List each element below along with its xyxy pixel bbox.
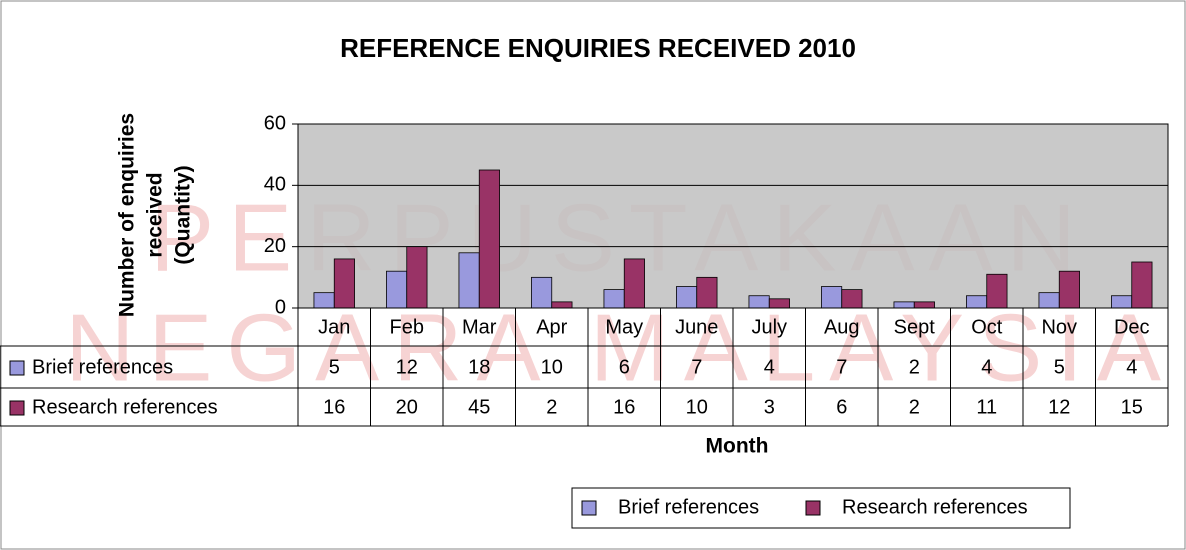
bar	[1131, 261, 1153, 309]
y-tick-label: 0	[275, 296, 286, 318]
table-row-label: Research references	[32, 396, 218, 418]
y-tick-label: 40	[264, 174, 286, 196]
bar	[841, 289, 863, 309]
table-cell: 7	[836, 356, 847, 378]
y-axis-title: Number of enquiries	[116, 113, 139, 317]
table-cell: 2	[909, 396, 920, 418]
table-cell: 2	[909, 356, 920, 378]
bar	[893, 301, 915, 309]
bar	[768, 298, 790, 309]
table-cell: 18	[468, 356, 490, 378]
x-tick-label: Jan	[318, 316, 350, 338]
bar	[386, 270, 408, 309]
table-cell: 20	[396, 396, 418, 418]
bar	[966, 295, 988, 309]
y-axis-title: received	[144, 172, 167, 257]
y-axis-title: (Quantity)	[172, 165, 195, 264]
bar	[1058, 270, 1080, 309]
x-tick-label: July	[751, 316, 787, 338]
x-tick-label: Aug	[824, 316, 860, 338]
chart-title: REFERENCE ENQUIRIES RECEIVED 2010	[340, 33, 856, 63]
table-cell: 3	[764, 396, 775, 418]
x-tick-label: Apr	[536, 316, 567, 338]
table-cell: 16	[323, 396, 345, 418]
legend-key	[581, 500, 597, 516]
x-tick-label: Oct	[971, 316, 1003, 338]
bar	[458, 252, 480, 309]
table-cell: 4	[1126, 356, 1137, 378]
table-cell: 2	[546, 396, 557, 418]
x-tick-label: Sept	[894, 316, 936, 338]
plot-area	[297, 123, 1169, 309]
legend-box	[571, 487, 1071, 529]
bar	[676, 286, 698, 309]
legend-label: Brief references	[618, 496, 759, 518]
table-cell: 6	[619, 356, 630, 378]
table-cell: 4	[764, 356, 775, 378]
bar	[1038, 292, 1060, 309]
bar	[531, 276, 553, 309]
bar	[986, 273, 1008, 309]
table-cell: 11	[976, 396, 997, 418]
table-cell: 7	[691, 356, 702, 378]
table-cell: 45	[468, 396, 490, 418]
table-cell: 15	[1121, 396, 1143, 418]
table-cell: 6	[836, 396, 847, 418]
bar	[551, 301, 573, 309]
bar	[748, 295, 770, 309]
bar	[333, 258, 355, 309]
x-tick-label: May	[605, 316, 643, 338]
bar	[696, 276, 718, 309]
y-tick-label: 20	[264, 235, 286, 257]
bar	[1111, 295, 1133, 309]
table-cell: 4	[981, 356, 992, 378]
bar	[478, 169, 500, 309]
y-tick-label: 60	[264, 112, 286, 134]
table-legend-key	[9, 360, 25, 376]
x-tick-label: Nov	[1041, 316, 1077, 338]
table-cell: 5	[329, 356, 340, 378]
x-axis-title: Month	[706, 435, 769, 458]
x-tick-label: Dec	[1114, 316, 1150, 338]
x-tick-label: June	[675, 316, 718, 338]
bar	[623, 258, 645, 309]
x-tick-label: Mar	[462, 316, 497, 338]
watermark: NEGARA MALAYSIA	[65, 294, 1175, 401]
table-cell: 16	[613, 396, 635, 418]
table-row-label: Brief references	[32, 356, 173, 378]
bar	[603, 289, 625, 309]
legend-label: Research references	[842, 496, 1028, 518]
legend-key	[805, 500, 821, 516]
table-cell: 10	[686, 396, 708, 418]
bar	[913, 301, 935, 309]
bar	[313, 292, 335, 309]
table-cell: 12	[1048, 396, 1070, 418]
table-cell: 5	[1054, 356, 1065, 378]
bar	[821, 286, 843, 309]
table-cell: 12	[396, 356, 418, 378]
bar	[406, 246, 428, 309]
x-tick-label: Feb	[390, 316, 424, 338]
table-cell: 10	[541, 356, 563, 378]
table-legend-key	[9, 400, 25, 416]
